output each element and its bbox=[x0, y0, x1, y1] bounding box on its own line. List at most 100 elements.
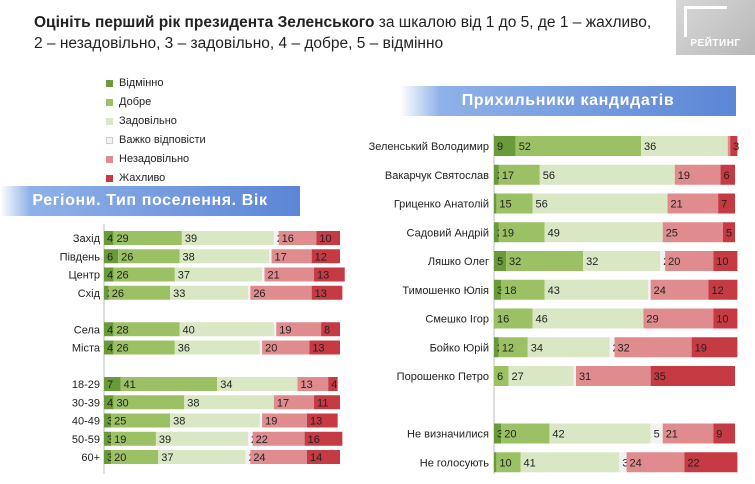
candidate-value-label: 3 bbox=[497, 285, 503, 297]
candidate-value-label: 21 bbox=[671, 199, 683, 211]
region-value-label: 26 bbox=[116, 270, 128, 282]
candidate-value-label: 7 bbox=[721, 199, 727, 211]
region-value-label: 20 bbox=[114, 452, 126, 464]
region-bar-segment bbox=[252, 431, 305, 446]
region-bar-segment bbox=[273, 395, 315, 410]
region-value-label: 19 bbox=[114, 434, 126, 446]
candidate-bar-segment bbox=[667, 193, 719, 214]
region-value-label: 20 bbox=[265, 343, 277, 355]
region-row-label: Захід bbox=[73, 233, 101, 245]
candidate-value-label: 46 bbox=[536, 314, 548, 326]
candidate-bar-segment bbox=[643, 308, 714, 329]
region-bar-segment bbox=[158, 450, 246, 464]
candidate-value-label: 56 bbox=[536, 199, 548, 211]
region-bar-segment bbox=[250, 450, 307, 464]
region-bar-segment bbox=[273, 322, 277, 337]
region-row-label: 30-39 bbox=[72, 397, 100, 409]
candidate-bar-segment bbox=[494, 279, 502, 300]
logo-frame bbox=[684, 6, 727, 37]
candidate-value-label: 41 bbox=[524, 457, 536, 469]
candidate-bar-segment bbox=[713, 423, 735, 444]
candidate-row-label: Гриценко Анатолій bbox=[394, 199, 489, 211]
candidate-value-label: 15 bbox=[499, 199, 511, 211]
region-bar-segment bbox=[104, 231, 114, 245]
region-value-label: 8 bbox=[324, 324, 330, 336]
candidate-bar-segment bbox=[532, 308, 644, 329]
candidate-value-label: 21 bbox=[666, 429, 678, 441]
region-value-label: 4 bbox=[107, 397, 113, 409]
candidate-value-label: 35 bbox=[654, 371, 666, 383]
region-bar-segment bbox=[321, 322, 340, 337]
legend-item-unsatisfactory: Незадовільно bbox=[106, 150, 206, 169]
region-value-label: 16 bbox=[282, 233, 294, 245]
candidate-bar-segment bbox=[498, 222, 545, 243]
region-bar-segment bbox=[297, 377, 329, 391]
candidate-bar-segment bbox=[494, 251, 507, 271]
logo-text: РЕЙТИНГ bbox=[690, 38, 741, 49]
candidate-value-label: 24 bbox=[654, 285, 666, 297]
region-bar-segment bbox=[111, 450, 159, 464]
candidate-bar-segment bbox=[614, 337, 692, 358]
candidate-value-label: 56 bbox=[543, 170, 555, 182]
title-bold: Оцініть перший рік президента Зеленськог… bbox=[34, 14, 375, 31]
region-row-label: Села bbox=[74, 324, 101, 336]
region-bar-segment bbox=[245, 450, 251, 464]
region-value-label: 41 bbox=[124, 379, 136, 391]
rating-logo: РЕЙТИНГ bbox=[676, 0, 755, 55]
region-value-label: 13 bbox=[310, 416, 322, 428]
region-bar-segment bbox=[314, 267, 345, 282]
region-value-label: 4 bbox=[107, 324, 113, 336]
region-bar-segment bbox=[269, 249, 272, 264]
candidate-bar-segment bbox=[730, 136, 738, 156]
region-value-label: 33 bbox=[173, 288, 185, 300]
region-bar-segment bbox=[113, 340, 175, 355]
candidate-bar-segment bbox=[662, 222, 723, 243]
region-bar-segment bbox=[262, 340, 310, 355]
region-bar-segment bbox=[104, 285, 109, 300]
candidate-bar-segment bbox=[713, 251, 738, 271]
region-value-label: 40 bbox=[183, 324, 195, 336]
candidate-bar-segment bbox=[722, 222, 735, 243]
candidate-value-label: 3 bbox=[622, 457, 628, 469]
region-value-label: 30 bbox=[116, 397, 128, 409]
candidate-bar-segment bbox=[544, 222, 663, 243]
region-value-label: 19 bbox=[265, 416, 277, 428]
region-value-label: 4 bbox=[107, 233, 113, 245]
region-value-label: 29 bbox=[116, 233, 128, 245]
candidate-bar-segment bbox=[527, 337, 610, 358]
region-value-label: 13 bbox=[317, 270, 329, 282]
legend-label-good: Добре bbox=[119, 96, 152, 108]
candidate-row-label: Тимошенко Юлія bbox=[402, 285, 489, 297]
candidate-value-label: 5 bbox=[654, 429, 660, 441]
region-bar-segment bbox=[184, 395, 274, 410]
region-value-label: 16 bbox=[308, 434, 320, 446]
candidate-bar-segment bbox=[573, 366, 576, 386]
region-bar-segment bbox=[306, 413, 338, 428]
legend-label-excellent: Відмінно bbox=[119, 77, 164, 89]
region-bar-segment bbox=[104, 267, 114, 282]
region-bar-segment bbox=[264, 267, 315, 282]
region-value-label: 22 bbox=[256, 434, 268, 446]
region-value-label: 38 bbox=[183, 251, 195, 263]
region-bar-segment bbox=[247, 431, 253, 446]
regions-banner: Регіони. Тип поселення. Вік bbox=[0, 186, 300, 216]
candidate-bar-segment bbox=[506, 251, 584, 271]
candidate-row-label: Порошенко Петро bbox=[397, 371, 489, 383]
region-value-label: 37 bbox=[178, 270, 190, 282]
legend-item-hard: Важко відповісти bbox=[106, 131, 206, 150]
candidate-value-label: 32 bbox=[618, 342, 630, 354]
candidate-bar-segment bbox=[496, 452, 521, 473]
region-bar-segment bbox=[328, 377, 338, 391]
candidate-value-label: 49 bbox=[548, 227, 560, 239]
region-bar-segment bbox=[273, 231, 279, 245]
legend-swatch-hard bbox=[106, 137, 113, 144]
region-value-label: 39 bbox=[185, 233, 197, 245]
candidate-value-label: 3 bbox=[733, 141, 739, 153]
region-bar-segment bbox=[113, 395, 185, 410]
legend-label-unsatisfactory: Незадовільно bbox=[119, 153, 190, 165]
candidate-bar-segment bbox=[727, 136, 731, 156]
region-bar-segment bbox=[314, 395, 340, 410]
candidate-bar-segment bbox=[648, 279, 651, 300]
candidate-bar-segment bbox=[708, 279, 738, 300]
